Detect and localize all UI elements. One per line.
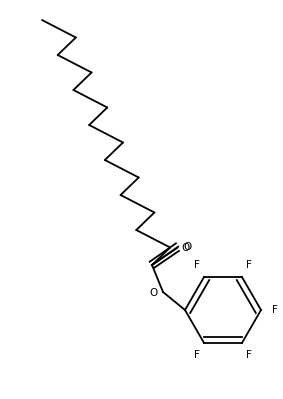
Text: F: F (272, 305, 278, 315)
Text: F: F (246, 260, 252, 270)
Text: F: F (246, 350, 252, 360)
Text: O: O (149, 288, 157, 298)
Text: F: F (194, 350, 200, 360)
Text: O: O (183, 242, 191, 252)
Text: F: F (194, 260, 200, 270)
Text: O: O (182, 243, 190, 253)
